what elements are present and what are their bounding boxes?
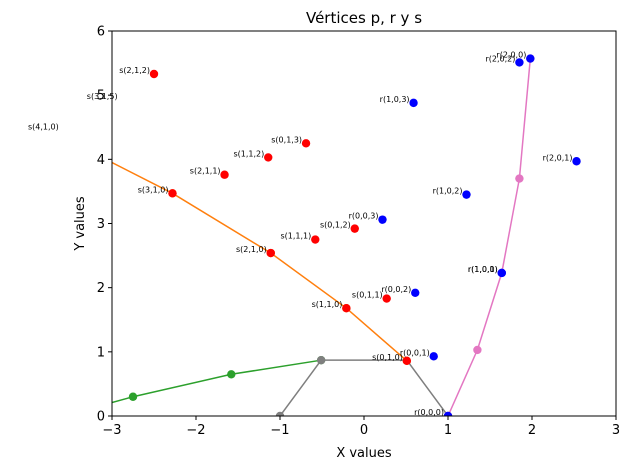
- data-point: [409, 98, 418, 108]
- data-point: [572, 157, 581, 166]
- plot-frame: [111, 30, 617, 417]
- point-label: s(0,1,1): [352, 291, 383, 300]
- y-tick-label: 5: [97, 89, 105, 104]
- outside-point-label: s(4,1,0): [28, 123, 59, 132]
- data-point: [149, 69, 159, 79]
- point-label: r(2,0,1): [543, 153, 573, 162]
- x-tick-label: 3: [612, 423, 620, 438]
- outside-point-label: s(3,1,5): [87, 92, 118, 101]
- data-point: [497, 268, 506, 278]
- data-point: [220, 170, 229, 179]
- x-tick-label: −3: [102, 423, 121, 438]
- x-tick-label: 1: [444, 423, 452, 438]
- point-label: r(1,0,2): [433, 187, 463, 196]
- point-label: r(2,0,2): [486, 54, 516, 63]
- series-line-1: [112, 359, 322, 404]
- point-label: s(0,1,0): [372, 353, 403, 362]
- series-line-2: [279, 359, 449, 416]
- data-point: [382, 294, 391, 303]
- data-point: [411, 288, 420, 297]
- point-label: s(1,1,0): [312, 300, 343, 309]
- x-tick-label: 2: [528, 423, 536, 438]
- data-point: [266, 248, 275, 258]
- line-marker: [128, 392, 138, 401]
- y-tick-label: 2: [97, 281, 105, 296]
- data-point: [168, 189, 177, 198]
- data-point: [301, 139, 311, 148]
- data-point: [526, 54, 535, 63]
- x-tick-label: −1: [270, 423, 289, 438]
- y-tick-label: 6: [97, 25, 105, 40]
- point-label: s(1,1,2): [233, 149, 264, 158]
- y-tick-label: 4: [97, 153, 105, 168]
- x-tick-label: 0: [360, 423, 368, 438]
- data-point: [311, 235, 320, 244]
- point-label: s(0,1,2): [320, 221, 351, 230]
- point-label: r(0,0,0): [414, 408, 444, 417]
- point-label: r(1,0,0): [468, 265, 498, 274]
- line-marker: [227, 370, 236, 379]
- data-point: [378, 215, 387, 224]
- data-point: [429, 352, 438, 361]
- line-marker: [515, 174, 524, 183]
- x-axis-label: X values: [336, 446, 392, 461]
- y-tick-label: 0: [97, 410, 105, 425]
- x-tick-label: −2: [186, 423, 205, 438]
- point-label: r(0,0,3): [349, 212, 379, 221]
- point-label: s(1,1,1): [281, 232, 312, 241]
- data-point: [342, 304, 351, 313]
- point-label: r(0,0,2): [381, 285, 411, 294]
- y-tick-label: 3: [97, 217, 105, 232]
- y-axis-label: Y values: [73, 196, 88, 252]
- y-tick-label: 1: [97, 345, 105, 360]
- data-point: [402, 356, 412, 366]
- data-point: [515, 58, 524, 67]
- line-marker: [473, 345, 482, 355]
- point-label: s(2,1,0): [236, 245, 267, 254]
- outside-labels: s(3,1,5) s(4,1,0): [28, 92, 118, 132]
- axes: −3 −2 −1 0 1 2 3 0 1 2 3 4 5 6: [97, 25, 620, 439]
- point-label: r(1,0,3): [380, 95, 410, 104]
- plot-area: [112, 54, 581, 416]
- point-label: s(0,1,3): [271, 135, 302, 144]
- data-point: [350, 224, 359, 233]
- point-label: r(0,0,1): [400, 348, 430, 357]
- data-point: [264, 153, 273, 162]
- point-label: s(3,1,0): [138, 185, 169, 194]
- point-label: s(2,1,2): [119, 66, 150, 75]
- series-line-3: [447, 58, 532, 416]
- line-marker: [275, 411, 285, 416]
- point-label: s(2,1,1): [190, 167, 221, 176]
- chart-title: Vértices p, r y s: [306, 9, 422, 27]
- data-point: [443, 411, 453, 416]
- data-point: [462, 190, 471, 199]
- point-label: r(2,0,0): [496, 51, 526, 60]
- point-label: r(1,0,1): [468, 265, 498, 274]
- line-marker: [316, 355, 326, 365]
